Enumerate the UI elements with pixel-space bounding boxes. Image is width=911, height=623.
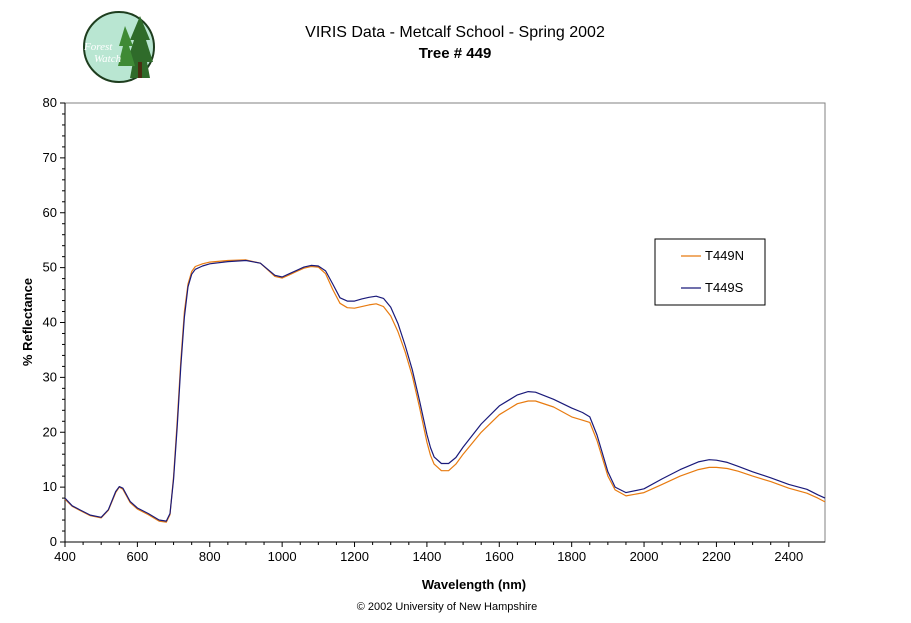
x-tick-label: 1600	[485, 549, 514, 564]
legend: T449N T449S	[655, 239, 765, 305]
y-tick-label: 30	[43, 369, 57, 384]
forest-watch-logo: Forest Watch	[83, 12, 154, 82]
x-tick-label: 400	[54, 549, 76, 564]
x-tick-label: 1200	[340, 549, 369, 564]
x-axis-label: Wavelength (nm)	[422, 577, 526, 592]
logo-text-line2: Watch	[94, 53, 122, 65]
y-tick-label: 40	[43, 315, 57, 330]
x-tick-label: 1400	[412, 549, 441, 564]
y-axis-label: % Reflectance	[20, 278, 35, 366]
chart-title: VIRIS Data - Metcalf School - Spring 200…	[305, 24, 605, 41]
y-tick-label: 60	[43, 205, 57, 220]
y-tick-label: 20	[43, 424, 57, 439]
y-axis: 0 10 20 30 40 50 60 70 80	[43, 95, 65, 549]
x-axis: 400 600 800 1000 1200 1400 1600 1800 2000 2200 240…	[54, 542, 825, 564]
legend-label-t449s: T449S	[705, 280, 744, 295]
x-tick-label: 600	[127, 549, 149, 564]
y-tick-label: 0	[50, 534, 57, 549]
y-tick-label: 50	[43, 260, 57, 275]
x-tick-label: 1800	[557, 549, 586, 564]
y-tick-label: 70	[43, 150, 57, 165]
y-tick-label: 10	[43, 479, 57, 494]
x-tick-label: 1000	[268, 549, 297, 564]
plot-area	[65, 103, 825, 542]
copyright-text: © 2002 University of New Hampshire	[357, 601, 538, 613]
y-tick-label: 80	[43, 95, 57, 110]
x-tick-label: 2200	[702, 549, 731, 564]
legend-label-t449n: T449N	[705, 248, 744, 263]
x-tick-label: 800	[199, 549, 221, 564]
logo-text-line1: Forest	[83, 41, 113, 53]
chart-subtitle: Tree # 449	[419, 45, 492, 62]
x-tick-label: 2000	[630, 549, 659, 564]
x-tick-label: 2400	[774, 549, 803, 564]
